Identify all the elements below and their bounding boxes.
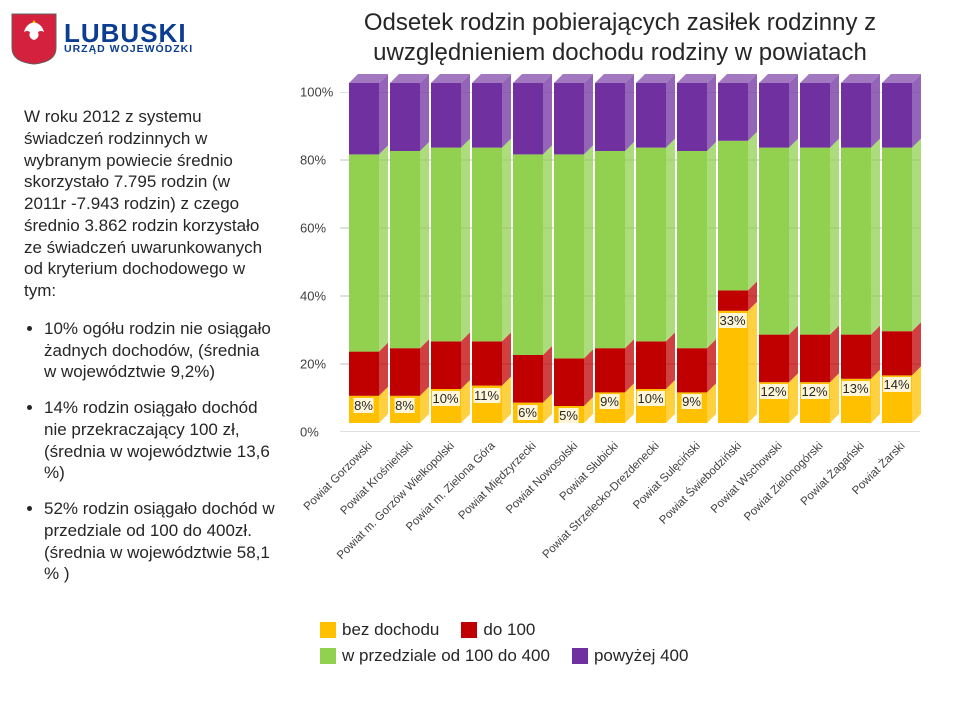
bullet-3: 52% rodzin osiągało dochód w przedziale … (44, 498, 276, 585)
legend-item: w przedziale od 100 do 400 (320, 646, 550, 666)
bar-data-label: 10% (431, 391, 459, 406)
chart-x-labels: Powiat GorzowskiPowiat KrośnieńskiPowiat… (340, 434, 920, 554)
legend-item: bez dochodu (320, 620, 439, 640)
legend-swatch (572, 648, 588, 664)
x-label: Powiat Międzyrzecki (457, 440, 539, 522)
bar-data-label: 12% (759, 384, 787, 399)
bar-data-label: 13% (841, 381, 869, 396)
x-label: Powiat Wschowski (709, 440, 785, 516)
chart-title: Odsetek rodzin pobierających zasiłek rod… (300, 8, 940, 68)
brand-main: LUBUSKI (64, 22, 193, 44)
stacked-bar-chart: 0%20%40%60%80%100% 8%8%10%11%6%5%9%10%9%… (300, 92, 940, 552)
bar-data-label: 10% (636, 391, 664, 406)
left-text-block: W roku 2012 z systemu świadczeń rodzinny… (24, 106, 276, 599)
bar-data-label: 12% (800, 384, 828, 399)
bar-data-label: 8% (394, 398, 415, 413)
legend-label: powyżej 400 (594, 646, 689, 666)
brand-header: LUBUSKI URZĄD WOJEWÓDZKI (0, 0, 193, 70)
bullet-list: 10% ogółu rodzin nie osiągało żadnych do… (24, 318, 276, 585)
intro-paragraph: W roku 2012 z systemu świadczeń rodzinny… (24, 106, 276, 302)
legend-item: do 100 (461, 620, 535, 640)
legend-label: bez dochodu (342, 620, 439, 640)
legend-swatch (461, 622, 477, 638)
brand-text: LUBUSKI URZĄD WOJEWÓDZKI (64, 22, 193, 53)
x-label: Powiat Nowosolski (504, 440, 580, 516)
bar-data-label: 33% (718, 313, 746, 328)
bar-data-label: 9% (681, 394, 702, 409)
legend-swatch (320, 622, 336, 638)
bullet-2: 14% rodzin osiągało dochód nie przekracz… (44, 397, 276, 484)
brand-sub: URZĄD WOJEWÓDZKI (64, 45, 193, 54)
x-label: Powiat Krośnieński (339, 440, 416, 517)
chart-legend: bez dochodu do 100 w przedziale od 100 do … (320, 620, 940, 672)
poland-emblem-icon (10, 12, 58, 66)
legend-label: w przedziale od 100 do 400 (342, 646, 550, 666)
legend-swatch (320, 648, 336, 664)
bar-data-label: 14% (882, 377, 910, 392)
bar-data-label: 9% (599, 394, 620, 409)
x-label: Powiat Zielonogórski (742, 440, 826, 524)
x-label: Powiat Gorzowski (302, 440, 375, 513)
chart-bars: 8% 8% 10% 11% 6% 5% 9% 10% 9% 33% 12% 12% 13% 14% (340, 92, 920, 432)
bar-data-label: 11% (473, 388, 500, 403)
bullet-1: 10% ogółu rodzin nie osiągało żadnych do… (44, 318, 276, 383)
bar-data-label: 6% (517, 405, 538, 420)
bar-data-label: 5% (558, 408, 579, 423)
bar-data-label: 8% (353, 398, 374, 413)
legend-item: powyżej 400 (572, 646, 689, 666)
legend-label: do 100 (483, 620, 535, 640)
